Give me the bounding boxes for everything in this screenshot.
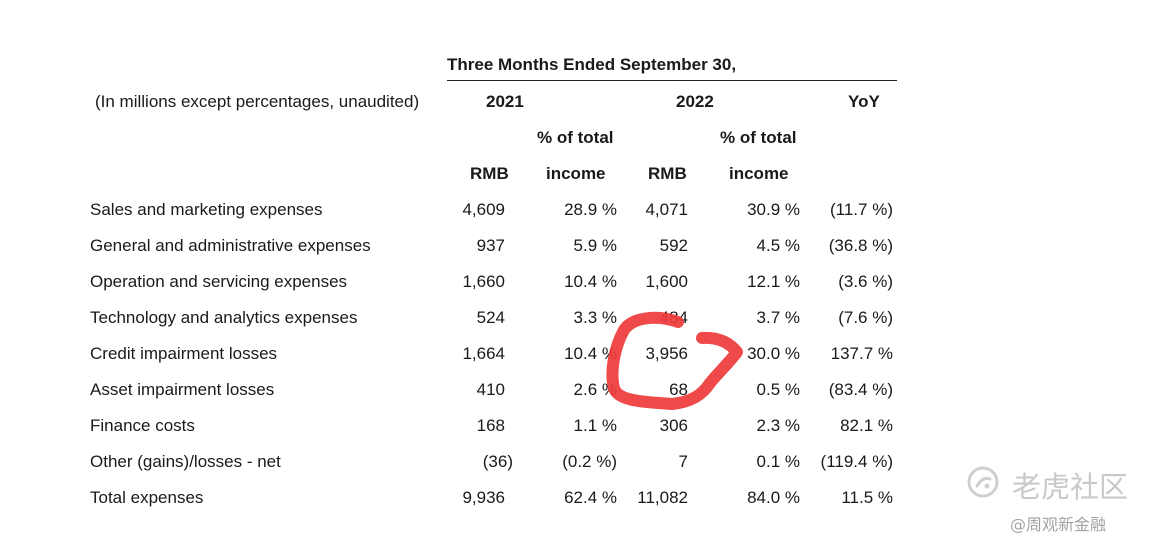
pct-2021: 1.1 % (573, 416, 617, 435)
year-2022-header: 2022 (676, 92, 714, 111)
yoy-change: (119.4 %) (820, 452, 893, 471)
pct-2022: 3.7 % (756, 308, 800, 327)
watermark-brand: 老虎社区 (1012, 470, 1129, 504)
rmb-2022: 11,082 (637, 488, 688, 507)
yoy-change: (11.7 %) (830, 200, 893, 219)
pct-2022: 30.0 % (747, 344, 800, 363)
pct-2022: 4.5 % (756, 236, 800, 255)
row-label: General and administrative expenses (90, 236, 371, 255)
pct-header-2022-line1: % of total (720, 128, 797, 147)
year-2021-header: 2021 (486, 92, 524, 111)
rmb-2022: 306 (659, 416, 688, 435)
yoy-change: (36.8 %) (828, 236, 893, 255)
row-label: Credit impairment losses (90, 344, 278, 363)
pct-2021: 10.4 % (564, 344, 617, 363)
rmb-2022: 1,600 (645, 272, 688, 291)
yoy-header: YoY (848, 92, 880, 111)
pct-2021: 10.4 % (564, 272, 617, 291)
pct-2022: 84.0 % (747, 488, 800, 507)
yoy-change: 137.7 % (830, 344, 893, 363)
rmb-header-2022: RMB (648, 164, 687, 183)
row-label: Technology and analytics expenses (90, 308, 358, 327)
rmb-2021: 4,609 (462, 200, 505, 219)
row-label: Total expenses (90, 488, 204, 507)
tiger-logo-icon (967, 466, 999, 498)
yoy-change: 11.5 % (841, 488, 893, 507)
row-label: Sales and marketing expenses (90, 200, 323, 219)
pct-header-2022-line2: income (729, 164, 789, 183)
pct-2021: 2.6 % (573, 380, 617, 399)
header-rule (447, 80, 897, 81)
pct-2022: 2.3 % (756, 416, 800, 435)
row-label: Operation and servicing expenses (90, 272, 348, 291)
row-label: Asset impairment losses (90, 380, 275, 399)
pct-2022: 12.1 % (747, 272, 800, 291)
row-label: Other (gains)/losses - net (90, 452, 281, 471)
pct-2021: 5.9 % (573, 236, 617, 255)
pct-2021: (0.2 %) (562, 452, 617, 471)
yoy-change: (83.4 %) (828, 380, 893, 399)
rmb-2021: 1,664 (462, 344, 505, 363)
period-header: Three Months Ended September 30, (447, 55, 737, 74)
yoy-change: (7.6 %) (838, 308, 893, 327)
yoy-change: (3.6 %) (838, 272, 893, 291)
rmb-2021: 1,660 (462, 272, 505, 291)
pct-2021: 62.4 % (564, 488, 617, 507)
yoy-change: 82.1 % (840, 416, 893, 435)
watermark-author: @周观新金融 (1010, 515, 1107, 534)
rmb-2021: 524 (476, 308, 505, 327)
rmb-2022: 3,956 (645, 344, 688, 363)
rmb-2022: 7 (678, 452, 688, 471)
rmb-2021: (36) (482, 452, 513, 471)
pct-2022: 30.9 % (747, 200, 800, 219)
rmb-header-2021: RMB (470, 164, 509, 183)
pct-header-2021-line2: income (546, 164, 606, 183)
rmb-2022: 68 (669, 380, 688, 399)
row-label: Finance costs (90, 416, 195, 435)
pct-2022: 0.5 % (756, 380, 800, 399)
rmb-2021: 9,936 (462, 488, 505, 507)
pct-2022: 0.1 % (756, 452, 800, 471)
rmb-2021: 410 (476, 380, 505, 399)
units-note: (In millions except percentages, unaudit… (95, 92, 420, 111)
rmb-2021: 937 (476, 236, 505, 255)
pct-2021: 28.9 % (564, 200, 617, 219)
rmb-2022: 4,071 (645, 200, 688, 219)
rmb-2022: 592 (659, 236, 688, 255)
rmb-2021: 168 (476, 416, 505, 435)
pct-2021: 3.3 % (573, 308, 617, 327)
pct-header-2021-line1: % of total (537, 128, 614, 147)
